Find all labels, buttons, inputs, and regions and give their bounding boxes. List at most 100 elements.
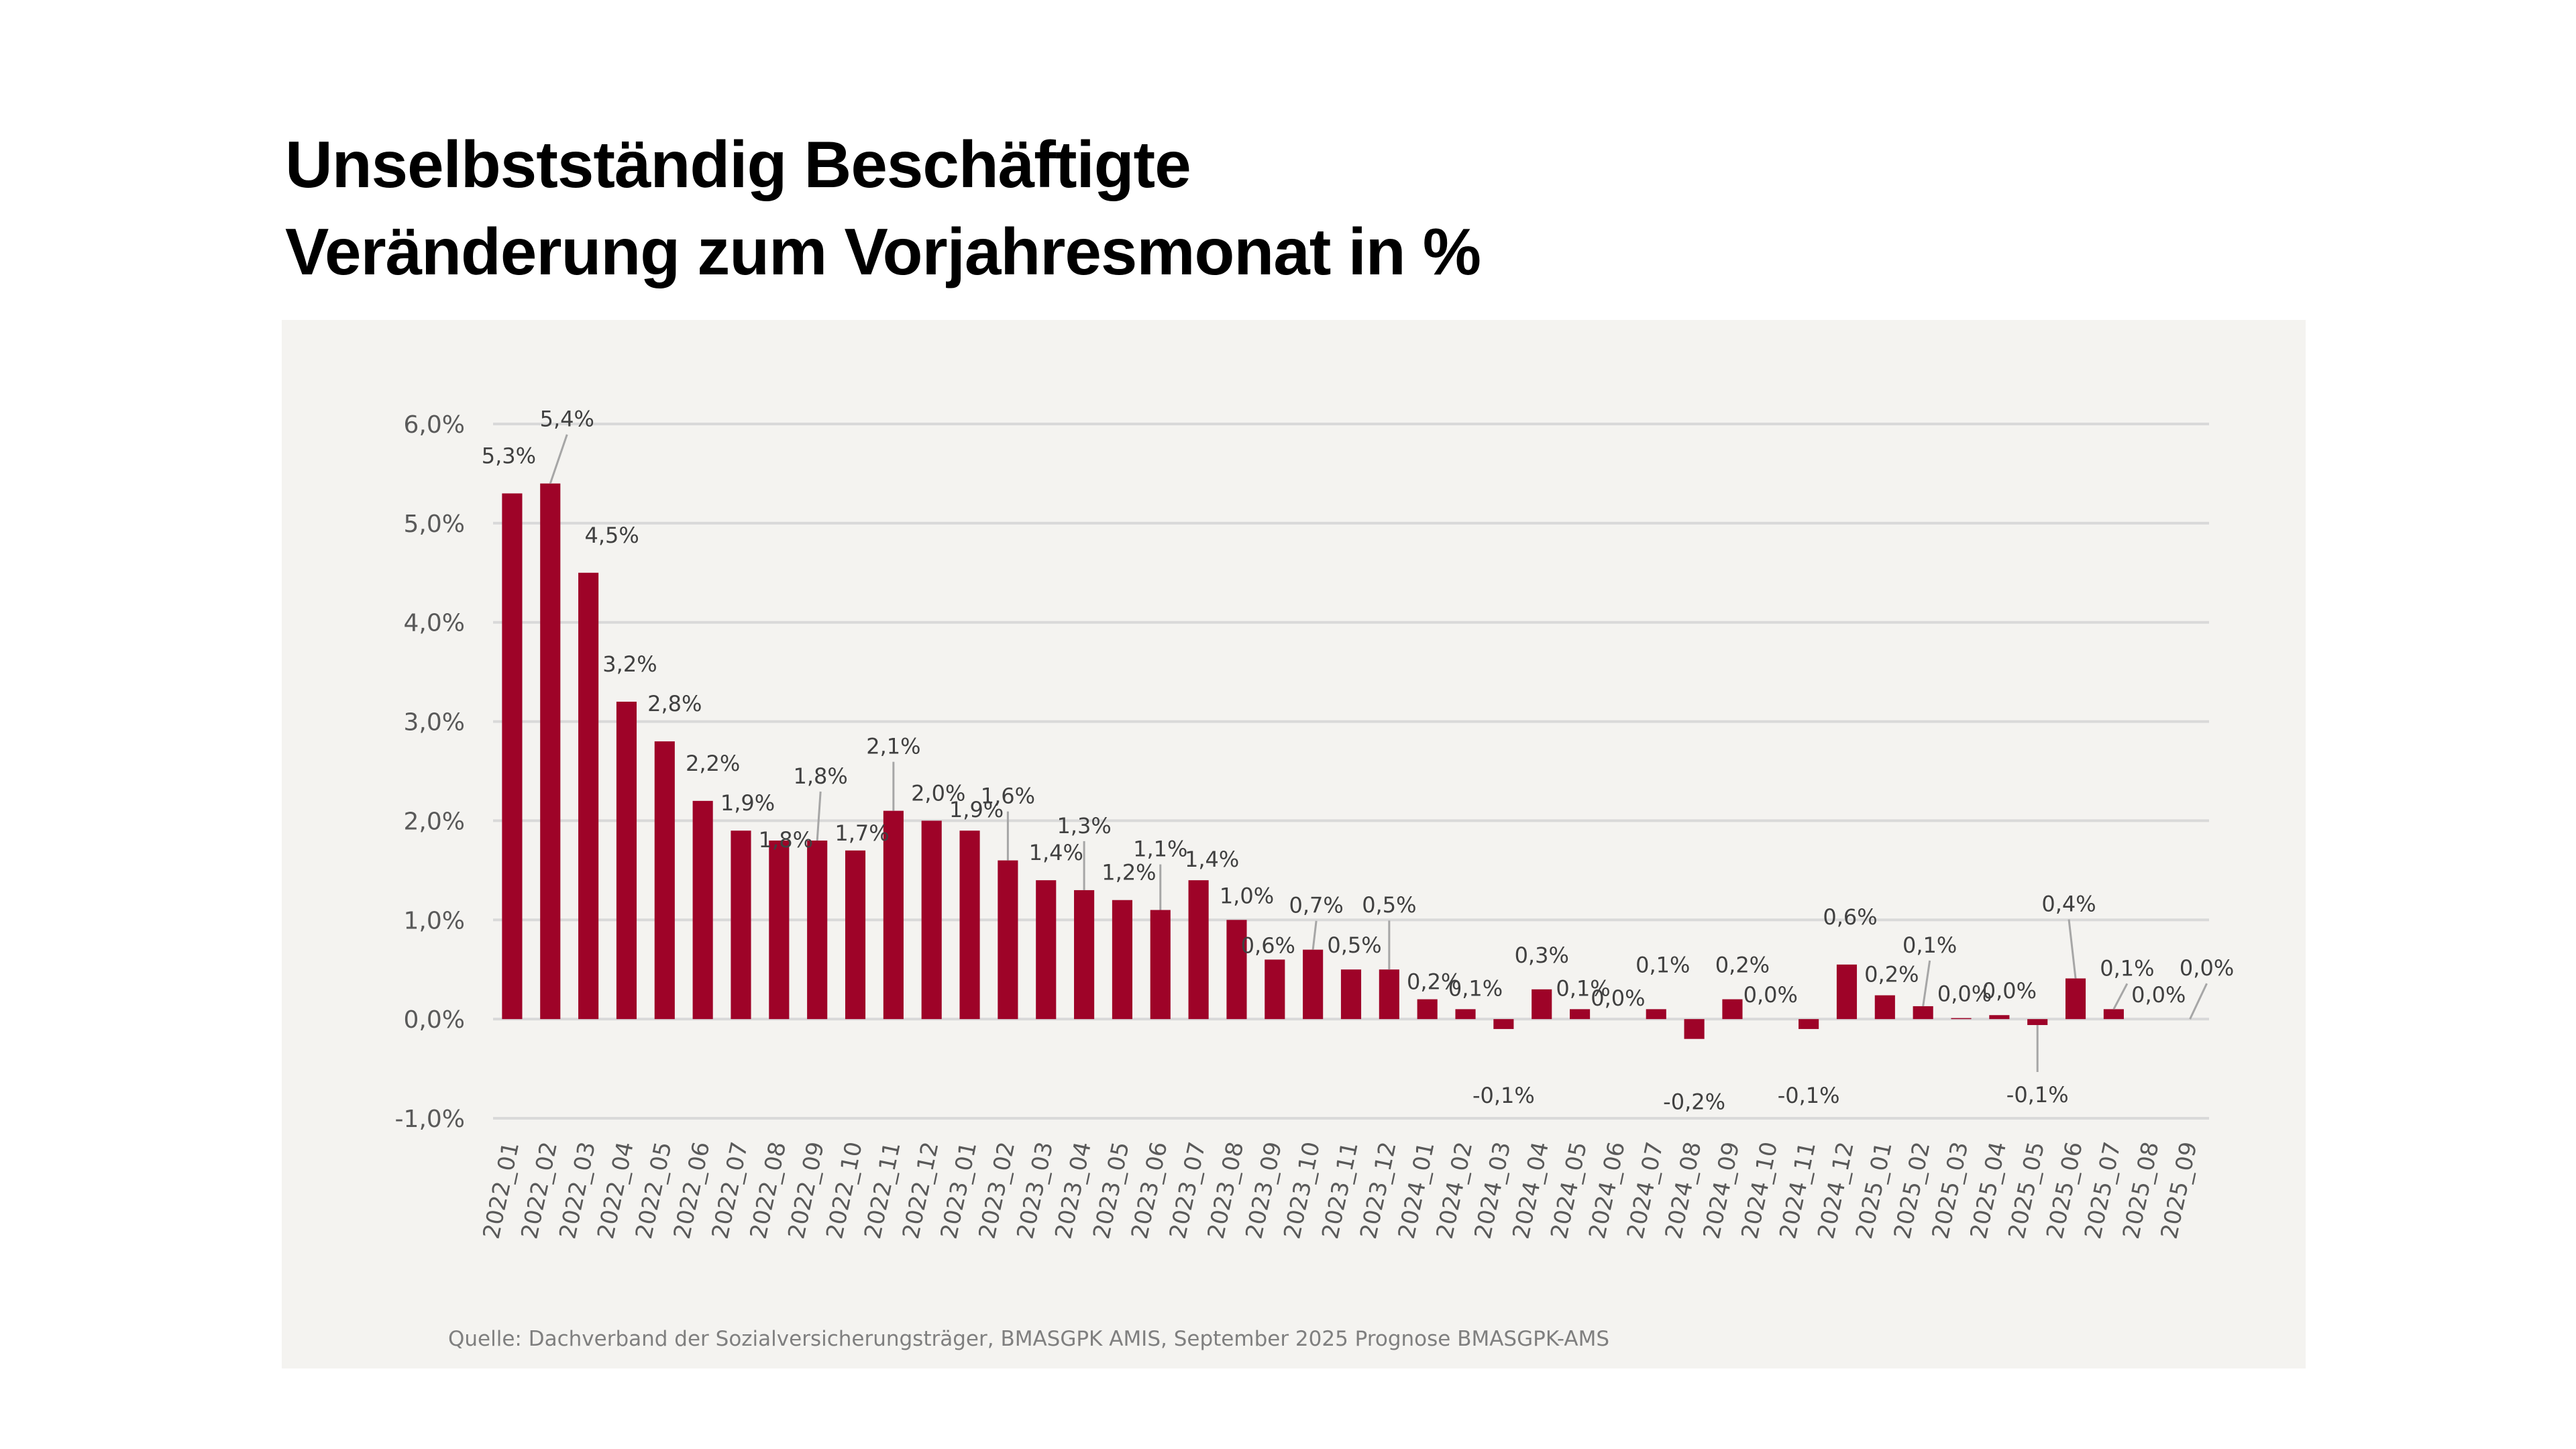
chart-title-line2: Veränderung zum Vorjahresmonat in % [285, 215, 1481, 288]
data-label-2023_04: 1,3% [1057, 813, 1111, 839]
data-label-2022_02: 5,4% [540, 407, 594, 432]
data-label-2025_06: 0,4% [2041, 892, 2096, 917]
data-label-2025_04: 0,0% [1982, 978, 2037, 1004]
bar-2025_05 [2027, 1019, 2048, 1026]
chart-title-line1: Unselbstständig Beschäftigte [285, 127, 1191, 201]
source-note: Quelle: Dachverband der Sozialversicheru… [448, 1327, 1610, 1351]
data-label-2022_08: 1,8% [759, 827, 813, 853]
bar-2023_11 [1340, 969, 1362, 1020]
bar-2023_08 [1226, 920, 1247, 1020]
data-label-2023_12: 0,5% [1362, 892, 1416, 918]
data-label-2022_11: 2,1% [866, 734, 920, 759]
leader-line [1311, 920, 1318, 950]
bar-2022_05 [654, 741, 675, 1020]
data-label-2022_05: 2,8% [647, 691, 702, 716]
leader-line [2189, 983, 2208, 1020]
y-tick-label: 2,0% [404, 808, 465, 835]
bar-2022_07 [731, 830, 751, 1020]
bar-2024_05 [1570, 1009, 1591, 1020]
data-label-2024_10: 0,0% [1743, 982, 1798, 1008]
data-label-2025_03: 0,0% [1937, 981, 1992, 1007]
bar-2023_09 [1265, 959, 1285, 1020]
data-label-2022_04: 3,2% [602, 651, 657, 677]
data-label-2024_08: -0,2% [1663, 1089, 1725, 1115]
bar-2024_03 [1493, 1019, 1514, 1029]
bar-2023_07 [1188, 880, 1209, 1020]
data-label-2023_01: 1,9% [949, 797, 1004, 822]
data-label-2024_06: 0,0% [1591, 985, 1645, 1011]
y-tick-label: 4,0% [404, 610, 465, 637]
bars [502, 483, 2124, 1039]
bar-2022_01 [502, 493, 523, 1020]
y-tick-label: 5,0% [404, 511, 465, 538]
leader-line [2068, 919, 2077, 979]
bar-2022_12 [921, 820, 942, 1020]
data-label-2023_11: 0,5% [1327, 932, 1381, 958]
data-label-2024_07: 0,1% [1635, 952, 1690, 977]
leader-line [1922, 960, 1931, 1007]
bar-2024_07 [1646, 1009, 1666, 1020]
bar-2023_10 [1303, 949, 1324, 1020]
data-label-2023_07: 1,4% [1185, 847, 1239, 872]
chart-title: Unselbstständig Beschäftigte Veränderung… [285, 121, 1481, 295]
data-label-2022_06: 2,2% [686, 751, 740, 776]
data-label-2025_02: 0,1% [1902, 932, 1957, 958]
bar-2025_03 [1951, 1018, 1972, 1020]
bar-2024_01 [1417, 999, 1438, 1020]
bar-2022_02 [540, 483, 561, 1020]
bar-2025_04 [1989, 1015, 2010, 1020]
y-tick-label: -1,0% [395, 1106, 465, 1133]
y-tick-label: 6,0% [404, 411, 465, 439]
bar-2023_12 [1379, 969, 1399, 1020]
data-label-2025_05: -0,1% [2006, 1082, 2069, 1108]
bar-2024_08 [1684, 1019, 1705, 1039]
bar-2024_12 [1836, 964, 1858, 1020]
bar-2023_06 [1150, 910, 1171, 1020]
bar-2023_05 [1112, 900, 1132, 1020]
data-label-2022_01: 5,3% [482, 443, 536, 469]
bar-2025_06 [2065, 978, 2086, 1020]
leader-line [2112, 983, 2129, 1010]
x-tick-label: 2025_09 [2156, 1140, 2203, 1242]
bar-2024_04 [1532, 989, 1552, 1020]
bar-2023_03 [1036, 880, 1057, 1020]
data-label-2024_05: 0,1% [1556, 975, 1610, 1001]
bar-2022_03 [578, 572, 599, 1020]
data-label-2022_03: 4,5% [584, 523, 639, 548]
bar-2022_04 [616, 702, 637, 1020]
y-tick-label: 3,0% [404, 709, 465, 737]
bar-2024_02 [1455, 1009, 1476, 1020]
data-label-2024_09: 0,2% [1715, 953, 1770, 978]
bar-2022_09 [807, 841, 828, 1020]
data-label-2024_11: -0,1% [1778, 1083, 1840, 1108]
bar-2022_10 [845, 850, 866, 1020]
data-label-2024_04: 0,3% [1515, 943, 1569, 968]
data-label-2022_12: 2,0% [911, 780, 965, 806]
data-label-2022_10: 1,7% [835, 820, 889, 846]
bar-2024_09 [1722, 999, 1743, 1020]
x-axis-ticks: 2022_012022_022022_032022_042022_052022_… [478, 1140, 2203, 1242]
data-label-2024_03: -0,1% [1472, 1083, 1535, 1108]
bar-2025_01 [1874, 995, 1895, 1020]
bar-2023_01 [959, 830, 980, 1020]
bar-2024_11 [1799, 1019, 1819, 1029]
data-label-2025_08: 0,0% [2131, 982, 2186, 1008]
bar-2022_11 [883, 810, 904, 1020]
data-label-2023_10: 0,7% [1289, 893, 1344, 918]
data-label-2023_05: 1,2% [1102, 860, 1156, 885]
bar-2025_07 [2103, 1009, 2124, 1020]
y-axis-ticks: -1,0% 0,0% 1,0% 2,0% 3,0% 4,0% 5,0% 6,0% [395, 411, 465, 1133]
data-label-2024_12: 0,6% [1823, 904, 1877, 930]
bar-2022_06 [692, 800, 713, 1020]
data-label-2024_02: 0,1% [1448, 975, 1503, 1001]
data-label-2025_09: 0,0% [2180, 955, 2234, 981]
data-label-2022_09: 1,8% [794, 763, 848, 789]
y-tick-label: 0,0% [404, 1006, 465, 1034]
y-tick-label: 1,0% [404, 907, 465, 934]
bar-2022_08 [769, 841, 790, 1020]
leader-line [816, 791, 822, 841]
bar-2023_04 [1074, 890, 1095, 1020]
data-labels: 5,3%5,4% 4,5% 3,2% 2,8% 2,2% 1,9% 1,8% 1,8% 1,7%… [482, 407, 2234, 1115]
bar-2025_02 [1913, 1006, 1933, 1020]
data-label-2023_02: 1,6% [981, 784, 1035, 809]
